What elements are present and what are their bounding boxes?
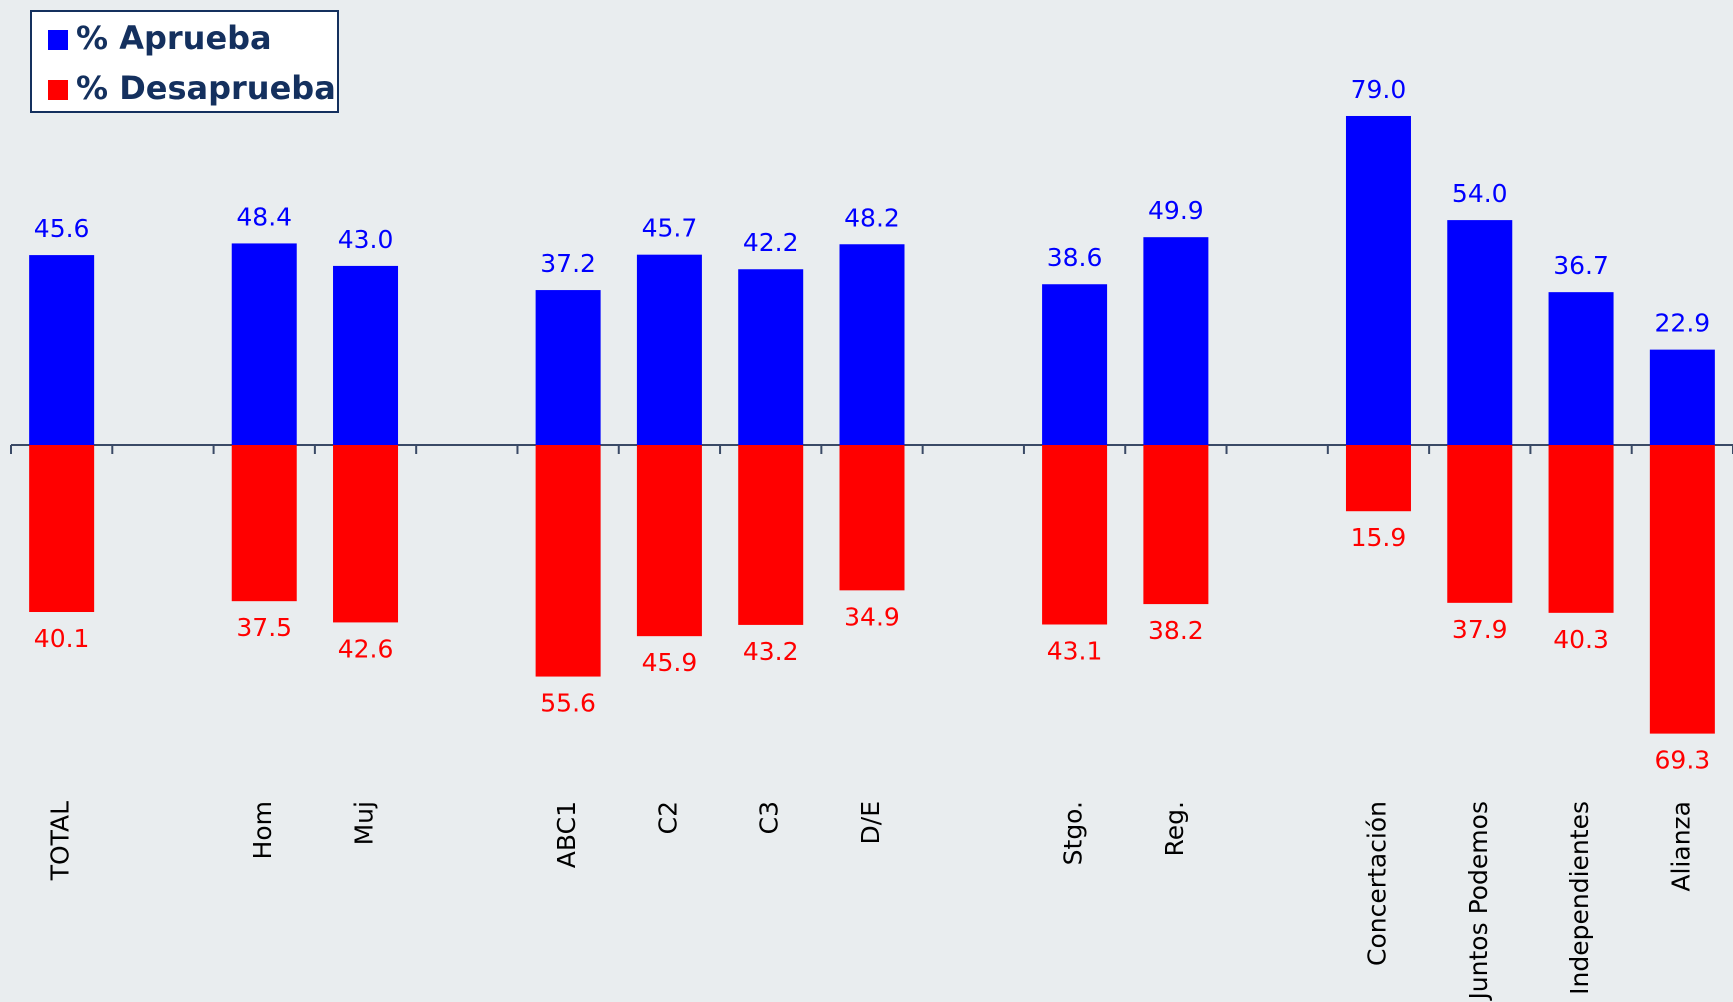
value-label: 40.1 xyxy=(34,624,90,653)
bar xyxy=(535,290,601,445)
x-tick-label: Reg. xyxy=(1160,801,1189,856)
x-tick-label: Independientes xyxy=(1565,801,1594,995)
bar xyxy=(1548,292,1614,445)
bar xyxy=(231,243,297,445)
bar xyxy=(1042,284,1108,445)
bar xyxy=(535,445,601,677)
x-tick-label: Muj xyxy=(350,801,379,845)
x-tick-label: ABC1 xyxy=(552,801,581,868)
bar xyxy=(1447,220,1513,445)
value-label: 38.6 xyxy=(1047,243,1103,272)
x-tick-label: TOTAL xyxy=(46,801,75,881)
legend-label: % Desaprueba xyxy=(76,69,336,107)
x-tick-label: C2 xyxy=(653,801,682,834)
value-label: 37.9 xyxy=(1452,615,1508,644)
value-label: 48.4 xyxy=(236,202,292,231)
value-label: 36.7 xyxy=(1553,251,1609,280)
value-label: 45.7 xyxy=(642,214,698,243)
bar xyxy=(1143,445,1209,605)
bar xyxy=(1345,115,1411,446)
value-label: 22.9 xyxy=(1655,309,1711,338)
value-label: 37.2 xyxy=(540,249,596,278)
bar xyxy=(333,265,399,445)
bar xyxy=(1447,445,1513,603)
legend-swatch xyxy=(48,30,68,50)
bar xyxy=(839,445,905,591)
x-tick-label: Juntos Podemos xyxy=(1464,801,1493,1002)
legend-box xyxy=(30,10,339,113)
x-tick-label: C3 xyxy=(755,801,784,834)
bar xyxy=(1143,237,1209,445)
value-label: 49.9 xyxy=(1148,196,1204,225)
bar xyxy=(1649,349,1715,445)
value-label: 34.9 xyxy=(844,602,900,631)
value-label: 42.6 xyxy=(338,634,394,663)
bar xyxy=(738,445,804,625)
bar xyxy=(231,445,297,602)
bar xyxy=(636,445,702,637)
x-tick-label: Concertación xyxy=(1362,801,1391,966)
bar xyxy=(839,244,905,445)
value-label: 38.2 xyxy=(1148,616,1204,645)
bar xyxy=(333,445,399,623)
value-label: 43.2 xyxy=(743,637,799,666)
value-label: 79.0 xyxy=(1351,75,1407,104)
x-tick-label: Alianza xyxy=(1666,801,1695,892)
value-label: 54.0 xyxy=(1452,179,1508,208)
value-label: 37.5 xyxy=(236,613,292,642)
legend-label: % Aprueba xyxy=(76,19,272,57)
bar xyxy=(29,255,95,445)
value-label: 43.1 xyxy=(1047,636,1103,665)
value-label: 43.0 xyxy=(338,225,394,254)
bar xyxy=(1548,445,1614,613)
bar xyxy=(1649,445,1715,734)
x-tick-label: Stgo. xyxy=(1059,801,1088,865)
bar xyxy=(636,254,702,445)
x-tick-label: D/E xyxy=(856,801,885,844)
value-label: 45.9 xyxy=(642,648,698,677)
bar xyxy=(1042,445,1108,625)
value-label: 45.6 xyxy=(34,214,90,243)
value-label: 40.3 xyxy=(1553,625,1609,654)
bar xyxy=(738,269,804,445)
value-label: 15.9 xyxy=(1351,523,1407,552)
legend-swatch xyxy=(48,80,68,100)
value-label: 69.3 xyxy=(1655,746,1711,775)
value-label: 42.2 xyxy=(743,228,799,257)
value-label: 48.2 xyxy=(844,203,900,232)
value-label: 55.6 xyxy=(540,689,596,718)
bar xyxy=(1345,445,1411,512)
x-tick-label: Hom xyxy=(248,801,277,859)
bar xyxy=(29,445,95,613)
